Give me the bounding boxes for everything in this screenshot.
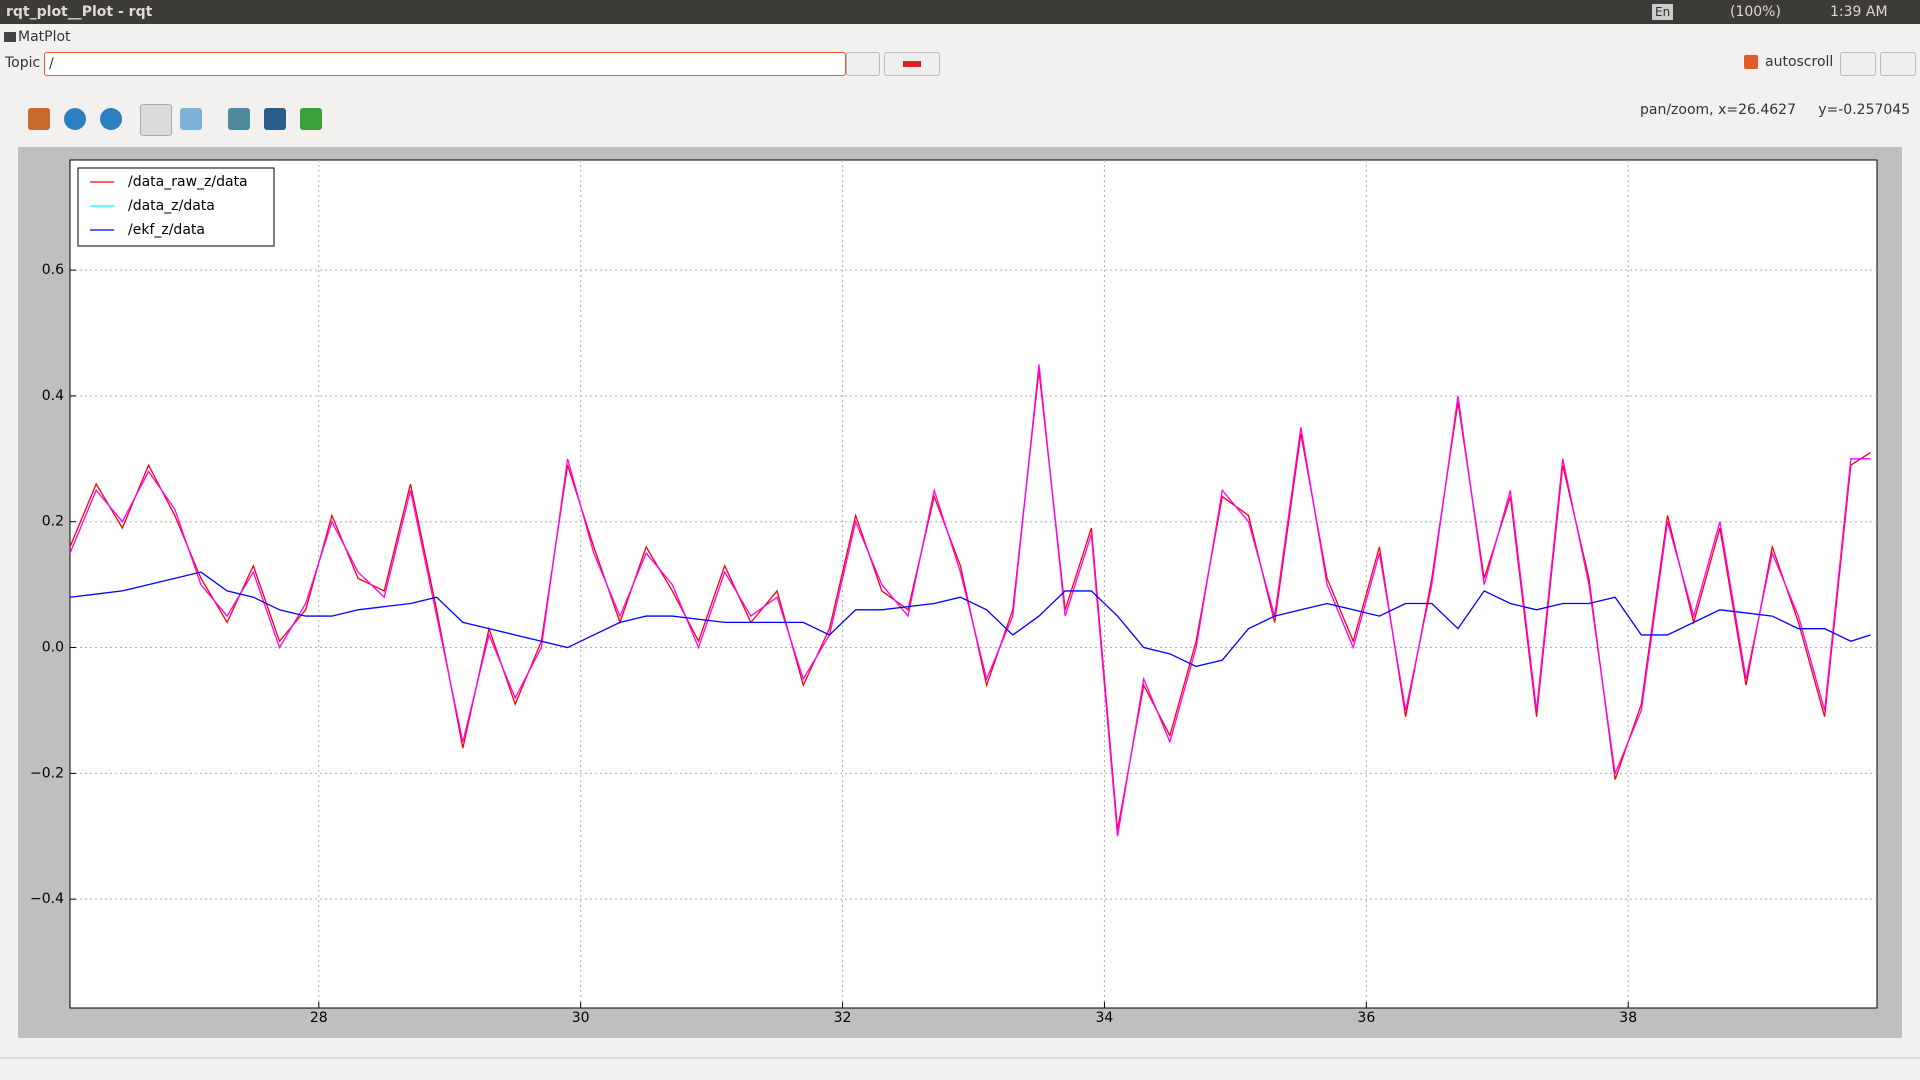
x-tick-label: 38 (1619, 1010, 1637, 1026)
keyboard-indicator[interactable]: En (1652, 4, 1674, 20)
forward-button[interactable] (100, 108, 122, 130)
autoscroll-label: autoscroll (1765, 54, 1834, 70)
plugin-bar: MatPlot (0, 24, 1920, 50)
title-bar: rqt_plot__Plot - rqt En (100%) 1:39 AM (0, 0, 1920, 24)
remove-icon (903, 61, 921, 67)
axes (69, 159, 1878, 1009)
x-tick-label: 32 (834, 1010, 852, 1026)
pause-button[interactable] (1840, 52, 1876, 76)
toolbar-status: pan/zoom, x=26.4627 y=-0.257045 (1640, 102, 1911, 118)
x-tick-label: 30 (572, 1010, 590, 1026)
y-tick-label: 0.6 (42, 262, 64, 278)
x-tick-label: 34 (1096, 1010, 1114, 1026)
autoscroll-checkbox[interactable] (1744, 55, 1758, 69)
topic-row: Topic / autoscroll (0, 50, 1920, 78)
battery-indicator[interactable]: (100%) (1730, 4, 1781, 20)
topic-input[interactable]: / (44, 52, 846, 76)
clock[interactable]: 1:39 AM (1830, 4, 1888, 20)
series-line (69, 571, 1871, 668)
legend-box (77, 167, 275, 247)
x-tick-label: 28 (310, 1010, 328, 1026)
legend-label: /data_z/data (128, 198, 215, 214)
add-button[interactable] (846, 52, 880, 76)
x-tick-label: 36 (1357, 1010, 1375, 1026)
plugin-title: MatPlot (18, 29, 71, 45)
pan-button[interactable] (140, 104, 172, 136)
y-tick-label: 0.4 (42, 388, 64, 404)
zoom-button[interactable] (180, 108, 202, 130)
clear-button[interactable] (1880, 52, 1916, 76)
legend-label: /data_raw_z/data (128, 174, 248, 190)
back-button[interactable] (64, 108, 86, 130)
legend-label: /ekf_z/data (128, 222, 205, 238)
y-tick-label: 0.0 (42, 640, 64, 656)
y-tick-label: −0.2 (30, 765, 64, 781)
figure-background (18, 147, 1902, 1038)
edit-button[interactable] (300, 108, 322, 130)
series-line (69, 364, 1871, 837)
topic-label: Topic (5, 55, 41, 71)
remove-button[interactable] (884, 52, 940, 76)
y-tick-label: 0.2 (42, 514, 64, 530)
home-button[interactable] (28, 108, 50, 130)
y-tick-label: −0.4 (30, 891, 64, 907)
plugin-icon (4, 32, 16, 42)
save-button[interactable] (264, 108, 286, 130)
series-line (69, 370, 1871, 831)
window-title: rqt_plot__Plot - rqt (6, 4, 153, 20)
subplots-button[interactable] (228, 108, 250, 130)
